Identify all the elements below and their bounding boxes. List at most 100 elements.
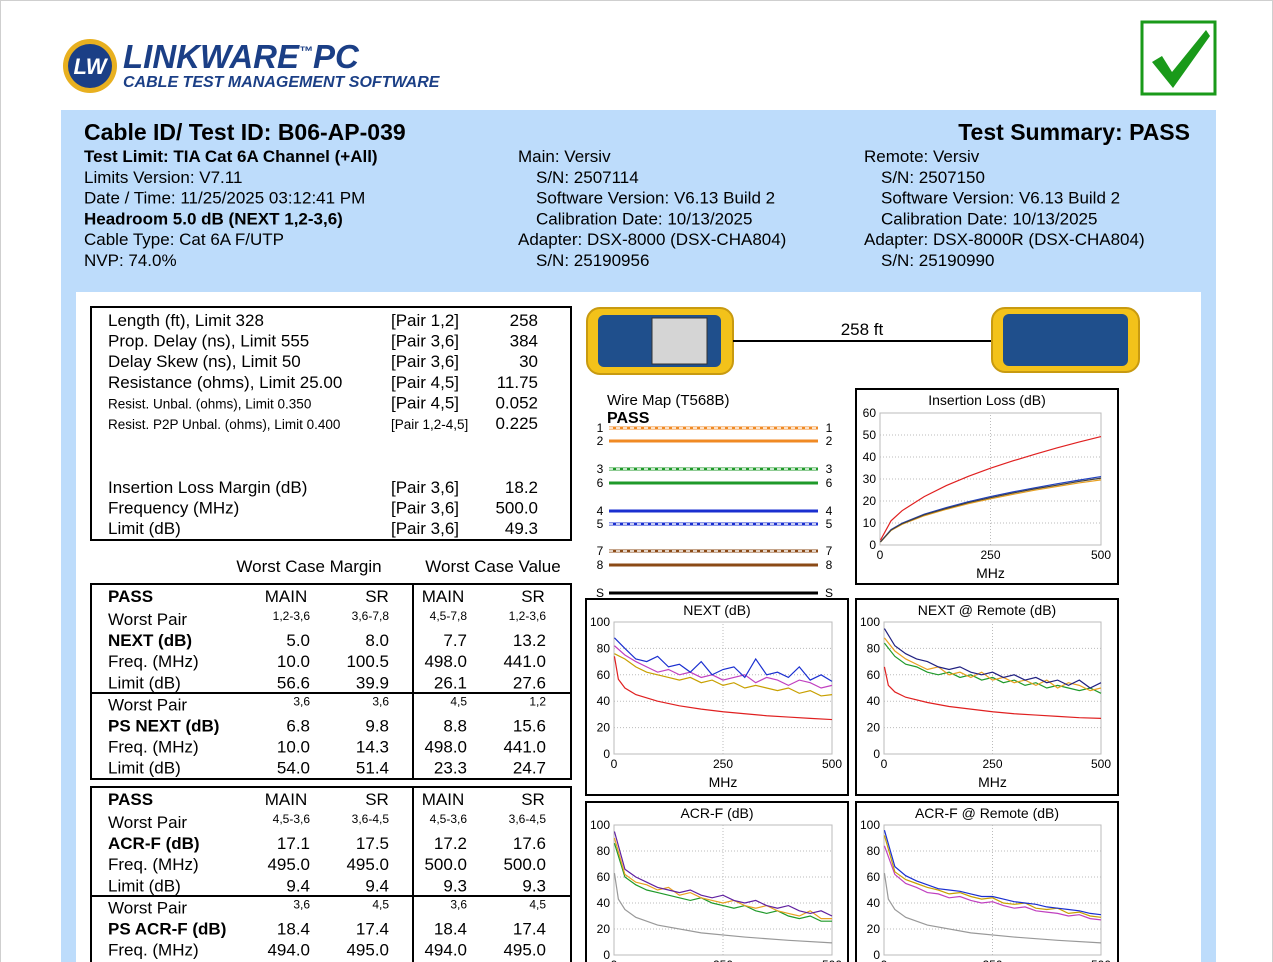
pass-check [1152,30,1210,88]
summary-line: Limits Version: V7.11 [84,168,242,187]
summary-line: NVP: 74.0% [84,251,177,270]
table-cell: 17.5 [356,834,389,853]
table-header: MAIN [422,587,465,606]
summary-line: Calibration Date: 10/13/2025 [881,209,1097,228]
x-tick-label: 250 [982,757,1002,771]
series-line [613,843,832,922]
table-cell: 7.7 [443,631,467,650]
summary-line: Date / Time: 11/25/2025 03:12:41 PM [84,189,365,208]
table-cell: 4,5-3,6 [273,812,311,826]
wire-pin: 5 [826,517,833,531]
result-value: 384 [510,332,538,351]
wire-pin: 1 [597,421,604,435]
y-tick-label: 20 [863,494,877,508]
series-line [883,666,1102,719]
table-row-label: Freq. (MHz) [108,855,199,874]
table-header: SR [365,790,389,809]
y-tick-label: 80 [597,641,611,655]
y-tick-label: 60 [863,406,877,420]
table-header: PASS [108,790,153,809]
wire-pin: 3 [597,462,604,476]
table-row-label: Worst Pair [108,898,187,917]
table-cell: 51.4 [356,759,389,778]
wire-pin: 2 [597,434,604,448]
y-tick-label: 0 [873,948,880,962]
series-line [614,653,833,697]
result-value: 30 [519,352,538,371]
result-pair: [Pair 4,5] [391,393,459,412]
y-tick-label: 20 [867,922,881,936]
summary-line: Adapter: DSX-8000R (DSX-CHA804) [864,230,1145,249]
table-cell: 14.3 [356,738,389,757]
table-cell: 3,6-4,5 [509,812,547,826]
result-label: Delay Skew (ns), Limit 50 [108,352,301,371]
result-label: Resistance (ohms), Limit 25.00 [108,373,342,392]
table-cell: 3,6-7,8 [352,609,390,623]
x-tick-label: 250 [980,548,1000,562]
table-row-label: Freq. (MHz) [108,652,199,671]
table-row-label: PS ACR-F (dB) [108,920,226,939]
table-cell: 9.4 [365,876,389,895]
summary-line: Software Version: V6.13 Build 2 [536,189,775,208]
result-pair: [Pair 3,6] [391,332,459,351]
chart-title: NEXT (dB) [683,602,750,618]
result-pair: [Pair 4,5] [391,373,459,392]
y-tick-label: 100 [860,615,880,629]
table-cell: 441.0 [503,652,546,671]
wiremap-title: Wire Map (T568B) [607,392,730,409]
y-tick-label: 40 [597,694,611,708]
column-header: Worst Case Margin [236,557,381,576]
series-line [883,835,1102,918]
wire-pin: 4 [597,504,604,518]
table-cell: 18.4 [277,920,310,939]
table-cell: 15.6 [513,717,546,736]
table-cell: 17.4 [356,920,389,939]
wiremap-result: PASS [607,410,650,427]
result-value: 18.2 [505,478,538,497]
wire-pin: 7 [597,544,604,558]
table-cell: 4,5-3,6 [430,812,468,826]
table-cell: 17.6 [513,834,546,853]
result-value: 500.0 [495,499,538,518]
result-label: Resist. P2P Unbal. (ohms), Limit 0.400 [108,417,340,432]
wire-pin: 8 [826,558,833,572]
table-cell: 10.0 [277,738,310,757]
table-cell: 4,5 [450,694,467,708]
logo-subtitle: CABLE TEST MANAGEMENT SOFTWARE [123,74,441,91]
series-line [883,830,1102,916]
table-cell: 3,6 [293,897,310,911]
series-line [614,645,833,689]
logo-disc [68,44,112,88]
x-tick-label: 250 [713,757,733,771]
y-tick-label: 0 [603,747,610,761]
table-cell: 8.0 [365,631,389,650]
table-header: SR [365,587,389,606]
y-tick-label: 60 [597,668,611,682]
table-cell: 494.0 [267,941,310,960]
table-cell: 9.8 [365,717,389,736]
wire-pin: 6 [597,476,604,490]
x-tick-label: 250 [982,958,1002,962]
y-tick-label: 80 [597,844,611,858]
main-tester-screen [651,317,708,365]
summary-line: Software Version: V6.13 Build 2 [881,189,1120,208]
table-cell: 17.4 [513,920,546,939]
result-pair: [Pair 3,6] [391,352,459,371]
table-row-label: Freq. (MHz) [108,941,199,960]
result-label: Resist. Unbal. (ohms), Limit 0.350 [108,396,311,411]
table-row-label: Worst Pair [108,813,187,832]
y-tick-label: 40 [867,694,881,708]
table-cell: 10.0 [277,652,310,671]
table-cell: 500.0 [503,855,546,874]
series-line [613,873,833,944]
y-tick-label: 0 [603,948,610,962]
logo-pc: PC [313,38,360,75]
table-cell: 1,2-3,6 [509,609,547,623]
table-row-label: NEXT (dB) [108,631,192,650]
wire-pin: 2 [826,434,833,448]
x-axis-label: MHz [976,565,1005,581]
table-header: MAIN [265,790,308,809]
series-line [883,642,1102,694]
wire-pin: 7 [826,544,833,558]
y-tick-label: 100 [590,818,610,832]
